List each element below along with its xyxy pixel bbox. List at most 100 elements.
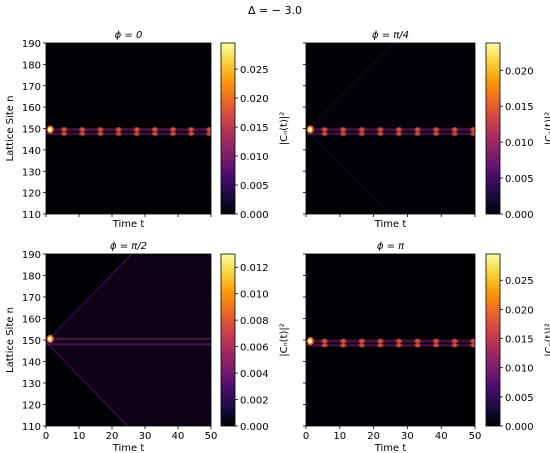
panel-4: ϕ = π 0 10 20 30 40 50 Time t 0.000 0.005 0.010 0.0… xyxy=(303,241,550,453)
heatmap-revival-core xyxy=(378,132,382,136)
colorbar xyxy=(485,253,501,427)
heatmap-revival-core xyxy=(471,339,475,343)
heatmap-revival-core xyxy=(341,127,345,132)
y-tick-label: 180 xyxy=(22,272,41,283)
heatmap-revival-core xyxy=(135,127,139,132)
heatmap-band-1 xyxy=(46,337,211,340)
panel-title: ϕ = π/4 xyxy=(372,30,409,41)
heatmap-revival-core xyxy=(397,343,401,347)
heatmap-revival-core xyxy=(341,132,345,136)
heatmap-revival-core xyxy=(378,339,382,343)
heatmap-initial-peak xyxy=(308,338,313,344)
x-axis-label: Time t xyxy=(374,443,407,453)
colorbar-tick-label: 0.005 xyxy=(240,181,269,192)
heatmap-revival-core xyxy=(323,343,326,347)
heatmap-band-2 xyxy=(306,132,475,136)
heatmap-revival-core xyxy=(416,132,419,136)
heatmap-revival-core xyxy=(416,343,419,347)
colorbar-tick-label: 0.020 xyxy=(240,94,269,105)
heatmap-cone-edge-upper xyxy=(46,254,133,343)
heatmap-revival-core xyxy=(471,343,475,347)
heatmap-revival-core xyxy=(471,127,475,132)
colorbar-label: |Cₙ(t)|² xyxy=(279,112,290,145)
y-tick-label: 180 xyxy=(22,60,41,71)
heatmap-revival-core xyxy=(171,127,175,132)
colorbar-tick-label: 0.005 xyxy=(505,393,534,404)
heatmap-revival-core xyxy=(153,132,157,136)
x-tick-label: 30 xyxy=(401,431,414,442)
heatmap-revival-core xyxy=(189,132,193,136)
heatmap-revival-core xyxy=(323,127,326,132)
colorbar-tick-label: 0.020 xyxy=(505,305,534,316)
heatmap-band-2 xyxy=(46,343,211,346)
y-axis-label: Lattice Site n xyxy=(5,307,16,373)
y-tick-label: 140 xyxy=(22,146,41,157)
panel-title: ϕ = π xyxy=(377,241,405,252)
heatmap-revival-core xyxy=(397,339,401,343)
heatmap-band-1 xyxy=(46,127,211,132)
y-tick-label: 170 xyxy=(22,82,41,93)
heatmap-revival-core xyxy=(341,343,345,347)
heatmap-initial-peak xyxy=(308,126,313,133)
x-tick-label: 0 xyxy=(303,431,309,442)
heatmap-field xyxy=(306,336,475,348)
colorbar-tick-label: 0.006 xyxy=(240,343,269,354)
heatmap-revival-core xyxy=(62,127,66,132)
colorbar-tick-label: 0.010 xyxy=(505,364,534,375)
x-tick-label: 40 xyxy=(435,431,448,442)
colorbar xyxy=(220,253,236,427)
y-tick-label: 170 xyxy=(22,293,41,304)
heatmap-cone-edge-upper xyxy=(306,43,395,132)
colorbar-label: |Cₙ(t)|² xyxy=(544,323,550,356)
heatmap-revival-core xyxy=(135,132,139,136)
heatmap-revival-core xyxy=(99,132,102,136)
heatmap-band-1 xyxy=(306,127,475,132)
colorbar-tick-label: 0.015 xyxy=(240,123,269,134)
y-tick-label: 120 xyxy=(22,401,41,412)
colorbar-tick-label: 0.015 xyxy=(505,102,534,113)
heatmap-revival-core xyxy=(397,127,401,132)
heatmap-revival-core xyxy=(80,127,84,132)
y-tick-label: 130 xyxy=(22,167,41,178)
heatmap-revival-core xyxy=(453,339,457,343)
y-tick-label: 110 xyxy=(22,210,41,221)
heatmap-revival-core xyxy=(341,339,345,343)
heatmap-revival-core xyxy=(207,132,211,136)
panel-3: ϕ = π/2 110 120 130 140 150 160 170 180 190 0 10 20 3… xyxy=(5,241,290,453)
colorbar-tick-label: 0.015 xyxy=(505,335,534,346)
y-tick-label: 190 xyxy=(22,39,41,50)
panel-title: ϕ = π/2 xyxy=(110,241,147,252)
heatmap-revival-core xyxy=(62,132,66,136)
heatmap-revival-core xyxy=(434,127,438,132)
heatmap-revival-core xyxy=(117,127,120,132)
heatmap-revival-core xyxy=(360,132,364,136)
colorbar-tick-label: 0.002 xyxy=(240,396,269,407)
colorbar-tick-label: 0.025 xyxy=(505,276,534,287)
heatmap-revival-core xyxy=(471,132,475,136)
x-tick-label: 30 xyxy=(139,431,152,442)
heatmap-revival-core xyxy=(323,132,326,136)
heatmap-cone-edge-lower xyxy=(46,341,129,426)
panels: ϕ = 0 110 120 130 140 150 160 170 180 190 Time t La… xyxy=(5,30,550,453)
heatmap-revival-core xyxy=(378,127,382,132)
x-axis-label: Time t xyxy=(112,443,145,453)
x-tick-label: 20 xyxy=(106,431,119,442)
heatmap-field xyxy=(46,125,211,136)
panel-2: ϕ = π/4 Time t 0.000 0.005 0.010 0.015 0.020 |C… xyxy=(303,30,550,230)
x-tick-label: 0 xyxy=(43,431,49,442)
x-axis-label: Time t xyxy=(374,219,407,230)
colorbar xyxy=(485,42,501,215)
heatmap-revival-core xyxy=(117,132,120,136)
heatmap-revival-core xyxy=(434,343,438,347)
heatmap-revival-core xyxy=(360,339,364,343)
colorbar-tick-label: 0.005 xyxy=(505,174,534,185)
colorbar-tick-label: 0.000 xyxy=(505,422,534,433)
heatmap-revival-core xyxy=(378,343,382,347)
x-tick-label: 10 xyxy=(333,431,346,442)
heatmap-revival-core xyxy=(453,343,457,347)
heatmap-band-2 xyxy=(306,344,475,347)
x-tick-label: 20 xyxy=(367,431,380,442)
heatmap-revival-core xyxy=(360,127,364,132)
colorbar-tick-label: 0.000 xyxy=(240,210,269,221)
